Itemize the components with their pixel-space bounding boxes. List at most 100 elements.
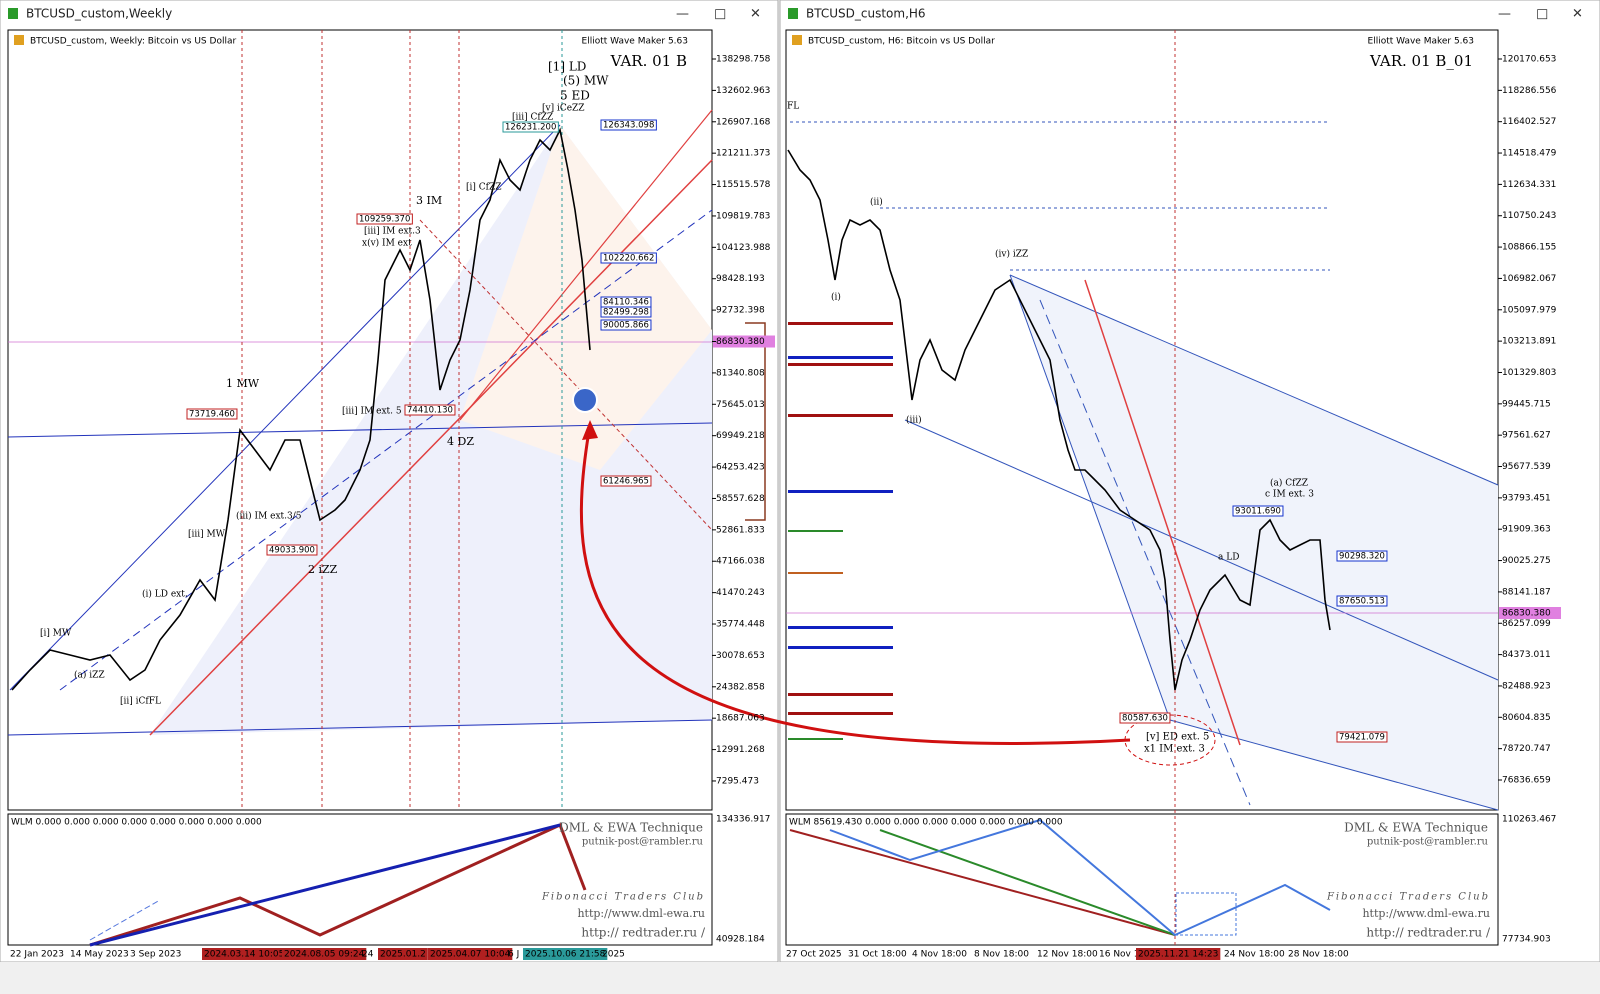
date-label: 12 Nov 18:00 [1037,950,1098,960]
close-button[interactable]: ✕ [750,7,761,22]
date-label: 2024.03.14 10:05 [204,950,284,960]
arrow [579,424,1131,745]
price-label: 69949.218 [716,431,765,441]
price-box [356,213,413,225]
maximize-button[interactable]: □ [1536,7,1548,22]
indicator-line [89,823,561,947]
wave-label: 3 IM [416,194,442,207]
tool-name: Elliott Wave Maker 5.63 [1368,37,1474,47]
wave-label: x(v) IM ext [362,238,412,249]
watermark: putnik-post@rambler.ru [582,837,704,848]
watermark: putnik-post@rambler.ru [1367,837,1489,848]
minimize-button[interactable]: — [1498,7,1511,22]
wave-label: c IM ext. 3 [1265,490,1314,500]
price-box [1119,712,1171,724]
volume-level [788,712,893,715]
price-box-label: 126231.200 [505,123,556,133]
watermark: DML & EWA Technique [1344,821,1488,835]
watermark: http:// redtrader.ru / [1366,926,1491,940]
trend-line [9,124,561,691]
trend-line [1009,274,1171,721]
price-box [186,408,238,420]
date-label: 16 Nov 1 [1099,950,1139,960]
price-label: 120170.653 [1502,55,1556,65]
price-label: 12991.268 [716,745,765,755]
wave-label: (iv) iZZ [995,249,1028,260]
price-label: 7295.473 [716,776,759,786]
variant-label: VAR. 01 B_01 [1369,52,1473,70]
minimize-button[interactable]: — [676,7,689,22]
price-label: 95677.539 [1502,462,1551,472]
price-box-label: 87650.513 [1339,597,1385,607]
wave-label: 5 ED [560,89,590,103]
price-label: 112634.331 [1502,180,1556,190]
price-label: 93793.451 [1502,493,1551,503]
price-label: 78720.747 [1502,744,1551,754]
price-box-label: 82499.298 [603,308,649,318]
price-box-label: 49033.900 [269,546,315,556]
volume-level [788,530,843,532]
date-highlight [378,948,428,960]
price-label: 110750.243 [1502,211,1556,221]
price-box [502,121,559,133]
current-price: 86830.380 [1502,609,1551,619]
date-label: 14 May 2023 [70,950,129,960]
trend-line [59,209,713,691]
price-box [600,252,657,264]
indicator-label: WLM 0.000 0.000 0.000 0.000 0.000 0.000 … [11,818,262,828]
indicator-axis-label: 77734.903 [1502,935,1551,945]
wave-label: [iii] IM ext. 5 [342,407,402,417]
volume-level [788,646,893,649]
date-label: 8 Nov 18:00 [974,950,1029,960]
chart-header: BTCUSD_custom, Weekly: Bitcoin vs US Dol… [30,37,236,47]
price-label: 104123.988 [716,243,771,253]
trend-line [1039,299,1251,806]
price-box-label: 61246.965 [603,477,649,487]
window-icon [788,8,798,19]
wave-label: [ii] iCfFL [120,697,161,707]
date-label: 31 Oct 18:00 [848,950,907,960]
price-label: 99445.715 [1502,399,1551,409]
date-label: 2025.04.07 10:04 [430,950,511,960]
wave-label: [1] LD [548,60,586,74]
wave-label: FL [787,102,799,112]
date-highlight [1136,948,1221,960]
price-label: 121211.373 [716,149,770,159]
trend-line [459,109,713,421]
price-label: 64253.423 [716,463,765,473]
volume-level [788,490,893,493]
wave-label: a LD [1218,553,1239,563]
price-label: 116402.527 [1502,117,1556,127]
date-label: 22 Jan 2023 [10,950,64,960]
price-box-label: 93011.690 [1235,507,1281,517]
variant-label: VAR. 01 B [610,52,687,70]
price-label: 132602.963 [716,86,770,96]
price-box-label: 90298.320 [1339,552,1385,562]
price-label: 105097.979 [1502,305,1557,315]
volume-level [788,693,893,696]
price-label: 90025.275 [1502,556,1551,566]
price-label: 18687.063 [716,714,765,724]
wave-label: [iii] CfZZ [512,113,553,123]
price-label: 80604.835 [1502,713,1551,723]
price-box-label: 80587.630 [1122,714,1168,724]
indicator-axis-label: 134336.917 [716,815,770,825]
indicator-line [89,822,587,947]
wave-label: (5) MW [563,74,609,88]
price-label: 92732.398 [716,306,765,316]
maximize-button[interactable]: □ [714,7,726,22]
price-label: 52861.833 [716,525,765,535]
close-button[interactable]: ✕ [1572,7,1583,22]
price-box-label: 74410.130 [407,406,453,416]
wave-label: (i) [831,292,841,303]
indicator-area [785,813,1499,946]
price-box [600,119,657,131]
price-label: 103213.891 [1502,337,1556,347]
help-icon[interactable] [572,387,598,413]
indicator-axis-label: 110263.467 [1502,815,1556,825]
chart-icon [14,35,24,45]
price-label: 138298.758 [716,55,771,65]
indicator-line [879,829,1176,936]
date-highlight [282,948,367,960]
price-label: 97561.627 [1502,431,1551,441]
